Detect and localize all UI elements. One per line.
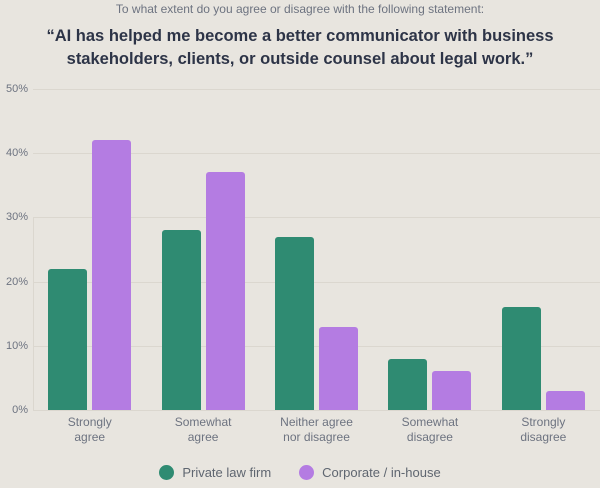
bar-pair [275,89,359,410]
bar [319,326,359,410]
gridline-40 [33,153,600,155]
bar-group [146,89,259,410]
bar [92,140,132,410]
legend-swatch-icon [299,465,315,480]
bar-pair [501,89,585,410]
y-tick-label-10: 10% [5,339,28,352]
bar-pair [388,89,472,410]
bar [501,307,541,410]
x-category-label: Somewhat agree [174,415,232,444]
y-axis-line [33,218,34,410]
bar [161,230,201,410]
legend: Private law firm Corporate / in-house [0,465,600,480]
bar-pair [48,89,132,410]
y-tick-label-40: 40% [5,147,28,160]
y-tick-label-20: 20% [5,275,28,288]
legend-label: Private law firm [182,465,272,480]
gridline-0 [33,410,600,411]
gridline-20 [33,281,600,283]
bar [432,371,472,410]
x-axis-category-labels: Strongly agree Somewhat agree Neither agre… [33,415,600,445]
bar [275,236,315,410]
bar [48,268,88,410]
y-tick-label-50: 50% [5,83,28,95]
bar [545,390,585,410]
legend-swatch-icon [159,465,175,480]
legend-label: Corporate / in-house [322,465,441,480]
plot-area [33,89,600,411]
bar [205,172,245,410]
chart-subtitle: To what extent do you agree or disagree … [115,2,485,16]
bar [388,358,428,410]
x-category-label: Neither agree nor disagree [280,415,353,444]
gridline-10 [33,345,600,347]
legend-item: Private law firm [159,465,271,480]
y-tick-label-0: 0% [12,404,28,416]
x-category-label: Strongly agree [67,415,112,444]
x-category-label: Strongly disagree [520,415,567,444]
gridline-50 [33,89,600,90]
bar-group [373,89,486,410]
x-category-label: Somewhat disagree [401,415,459,444]
gridline-30 [33,217,600,219]
bar-pair [161,89,245,410]
y-tick-label-30: 30% [5,211,28,224]
bar-group [33,89,146,410]
legend-item: Corporate / in-house [299,465,441,480]
bar-group [487,89,600,410]
bar-group [260,89,373,410]
bar-groups [33,89,600,410]
chart-title: “AI has helped me become a better commun… [46,27,554,68]
